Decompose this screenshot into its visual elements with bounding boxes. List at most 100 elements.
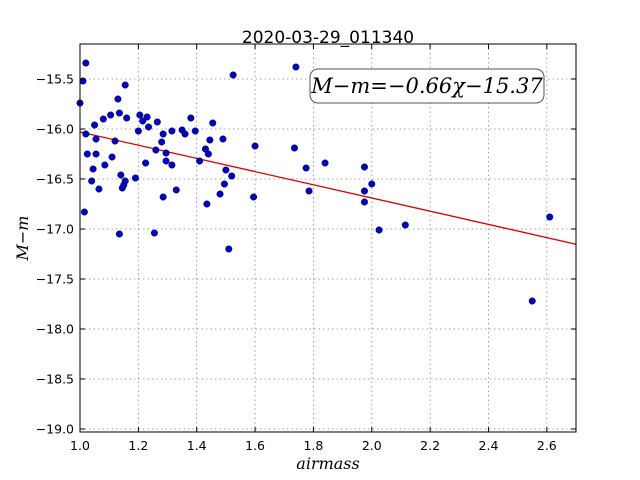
data-point xyxy=(158,138,166,146)
data-point xyxy=(82,130,90,138)
data-point xyxy=(187,114,195,122)
data-point xyxy=(375,226,383,234)
plot-frame xyxy=(79,43,577,433)
data-point xyxy=(302,164,310,172)
y-tick-label: −16.0 xyxy=(36,122,74,137)
data-point xyxy=(181,130,189,138)
x-tick-label: 2.0 xyxy=(362,438,382,453)
data-point xyxy=(117,171,125,179)
data-point xyxy=(162,157,170,165)
data-points xyxy=(76,59,554,305)
data-point xyxy=(250,193,258,201)
data-point xyxy=(139,117,147,125)
data-point xyxy=(89,165,97,173)
x-tick-label: 1.6 xyxy=(245,438,265,453)
data-point xyxy=(142,159,150,167)
data-point xyxy=(123,114,131,122)
data-point xyxy=(82,59,90,67)
chart-title: 2020-03-29_011340 xyxy=(242,28,414,48)
y-tick-label: −17.0 xyxy=(36,222,74,237)
data-point xyxy=(114,95,122,103)
data-point xyxy=(99,115,107,123)
y-tick-label: −17.5 xyxy=(36,272,74,287)
data-point xyxy=(209,119,217,127)
data-point xyxy=(225,245,233,253)
data-point xyxy=(108,153,116,161)
data-point xyxy=(153,118,161,126)
data-point xyxy=(222,166,230,174)
y-tick-label: −18.0 xyxy=(36,322,74,337)
data-point xyxy=(196,157,204,165)
y-tick-label: −18.5 xyxy=(36,372,74,387)
data-point xyxy=(360,187,368,195)
data-point xyxy=(360,198,368,206)
data-point xyxy=(92,150,100,158)
data-point xyxy=(134,127,142,135)
data-point xyxy=(121,177,129,185)
data-point xyxy=(292,63,300,71)
data-point xyxy=(228,172,236,180)
x-tick-label: 2.2 xyxy=(420,438,440,453)
fit-line-group xyxy=(79,131,577,245)
data-point xyxy=(191,127,199,135)
data-point xyxy=(368,180,376,188)
data-point xyxy=(101,161,109,169)
data-point xyxy=(159,193,167,201)
x-tick-label: 1.2 xyxy=(128,438,148,453)
data-point xyxy=(305,187,313,195)
data-point xyxy=(220,180,228,188)
data-point xyxy=(83,150,91,158)
data-point xyxy=(95,185,103,193)
data-point xyxy=(528,297,536,305)
fit-line xyxy=(79,131,577,245)
x-tick-label: 2.6 xyxy=(537,438,557,453)
data-point xyxy=(360,163,368,171)
data-point xyxy=(219,135,227,143)
data-point xyxy=(229,71,237,79)
data-point xyxy=(546,213,554,221)
data-point xyxy=(115,109,123,117)
data-point xyxy=(107,111,115,119)
y-axis-label: M−m xyxy=(13,216,32,262)
data-point xyxy=(121,81,129,89)
x-tick-label: 2.4 xyxy=(479,438,499,453)
data-point xyxy=(172,186,180,194)
data-point xyxy=(92,135,100,143)
fit-equation: M−m=−0.66χ−15.37 xyxy=(310,74,543,98)
data-point xyxy=(80,208,88,216)
data-point xyxy=(91,121,99,129)
data-point xyxy=(204,150,212,158)
data-point xyxy=(145,123,153,131)
data-point xyxy=(88,177,96,185)
data-point xyxy=(115,230,123,238)
x-tick-label: 1.8 xyxy=(303,438,323,453)
data-point xyxy=(206,136,214,144)
y-axis-ticks: −15.5 −16.0 −16.5 −17.0 −17.5 −18.0 −18.5 −19.0 xyxy=(36,72,576,437)
data-point xyxy=(290,144,298,152)
data-point xyxy=(159,130,167,138)
data-point xyxy=(162,149,170,157)
data-point xyxy=(168,161,176,169)
data-point xyxy=(251,142,259,150)
x-tick-label: 1.4 xyxy=(187,438,207,453)
data-point xyxy=(111,137,119,145)
data-point xyxy=(131,174,139,182)
data-point xyxy=(216,190,224,198)
data-point xyxy=(168,127,176,135)
y-tick-label: −15.5 xyxy=(36,72,74,87)
data-point xyxy=(152,146,160,154)
fit-equation-box: M−m=−0.66χ−15.37 xyxy=(309,68,545,104)
fit-equation-frame xyxy=(309,68,545,104)
x-axis-label: airmass xyxy=(296,454,359,473)
data-point xyxy=(321,159,329,167)
data-point xyxy=(143,113,151,121)
data-point xyxy=(150,229,158,237)
data-point xyxy=(401,221,409,229)
y-tick-label: −16.5 xyxy=(36,172,74,187)
data-point xyxy=(203,200,211,208)
y-tick-label: −19.0 xyxy=(36,422,74,437)
data-point xyxy=(136,111,144,119)
x-axis-ticks: 1.0 1.2 1.4 1.6 1.8 2.0 2.2 2.4 2.6 xyxy=(70,44,557,453)
x-tick-label: 1.0 xyxy=(70,438,90,453)
